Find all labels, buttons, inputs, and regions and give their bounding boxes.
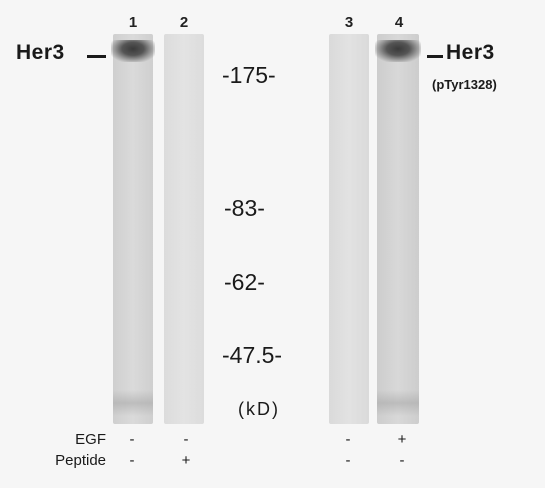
her3-right-pointer [427,55,443,58]
egf-lane-3: - [345,431,351,448]
marker-83: -83- [224,195,265,221]
peptide-label: Peptide [55,452,106,469]
egf-lane-2: - [183,431,189,448]
lane-4 [375,34,421,424]
peptide-lane-3: - [345,452,351,469]
lane-1 [111,34,155,424]
lane-4-bottom-smear [377,390,419,416]
egf-label: EGF [75,431,106,448]
lane-number-3: 3 [344,14,354,31]
peptide-lane-4: - [399,452,405,469]
her3-left-pointer [87,55,106,58]
her3-band-lane-1 [111,40,155,62]
peptide-lane-1: - [129,452,135,469]
egf-lane-4: + [397,431,407,448]
her3-label-right: Her3 [446,41,495,64]
lane-number-4: 4 [394,14,404,31]
lane-1-bottom-smear [113,390,153,416]
phospho-site-label: (pTyr1328) [432,77,497,92]
lane-number-2: 2 [179,14,189,31]
marker-62: -62- [224,269,265,295]
lane-2 [164,34,204,424]
egf-lane-1: - [129,431,135,448]
units-label: (kD) [238,399,280,419]
lane-3 [329,34,369,424]
peptide-lane-2: + [181,452,191,469]
lane-number-1: 1 [128,14,138,31]
marker-175: -175- [222,62,276,88]
her3-label-left: Her3 [16,41,65,64]
her3-band-lane-4 [375,40,421,62]
marker-47-5: -47.5- [222,342,283,368]
